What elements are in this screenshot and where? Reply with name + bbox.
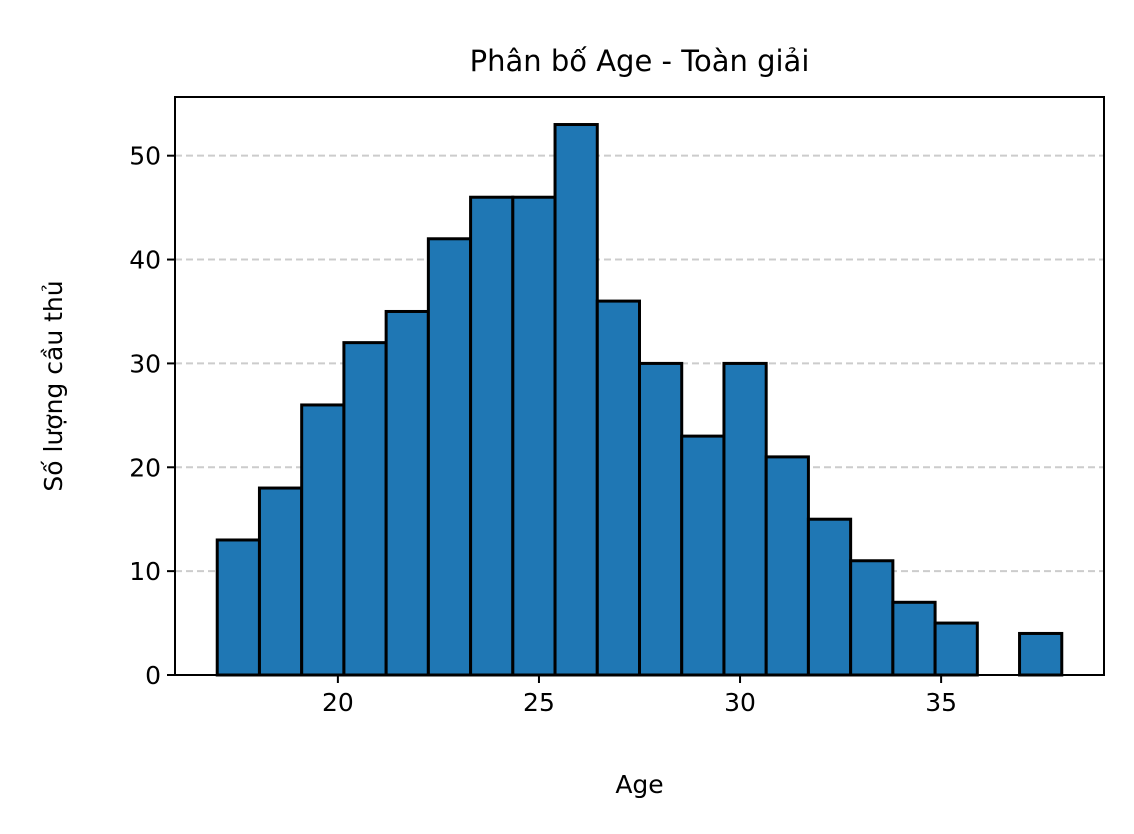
- histogram-bar: [722, 361, 768, 677]
- histogram-bar: [806, 517, 853, 677]
- y-tick-label: 50: [129, 142, 161, 171]
- histogram-bar: [469, 195, 515, 677]
- histogram-bar: [1018, 631, 1064, 677]
- x-tick-label: 20: [322, 688, 354, 717]
- histogram-bar: [215, 538, 261, 677]
- histogram-bar: [764, 455, 810, 677]
- histogram-bar: [933, 621, 979, 677]
- plot-frame: [174, 96, 1105, 676]
- histogram-bar: [891, 600, 937, 677]
- x-tick-label: 25: [523, 688, 555, 717]
- histogram-bar: [257, 486, 304, 677]
- histogram-bar: [511, 195, 557, 677]
- chart-title: Phân bố Age - Toàn giải: [470, 44, 810, 78]
- histogram-bar: [680, 434, 726, 677]
- y-tick-label: 40: [129, 246, 161, 275]
- histogram-bar: [426, 237, 473, 677]
- histogram-bar: [595, 299, 641, 677]
- x-tick-label: 30: [724, 688, 756, 717]
- axis-ticks: 20 25 30 35 0 10 20 30 40 50: [129, 142, 957, 717]
- histogram-bar: [638, 361, 684, 677]
- histogram-bar: [384, 309, 430, 677]
- histogram-bar: [849, 559, 895, 677]
- y-axis-label: Số lượng cầu thủ: [39, 280, 68, 491]
- x-tick-label: 35: [925, 688, 957, 717]
- histogram-bar: [553, 123, 599, 677]
- y-tick-label: 0: [145, 661, 161, 690]
- histogram-bar: [300, 403, 346, 677]
- x-axis-label: Age: [615, 770, 663, 799]
- y-tick-label: 20: [129, 453, 161, 482]
- y-tick-label: 30: [129, 349, 161, 378]
- y-tick-label: 10: [129, 557, 161, 586]
- histogram-bars: [215, 123, 1064, 677]
- histogram-bar: [342, 341, 388, 677]
